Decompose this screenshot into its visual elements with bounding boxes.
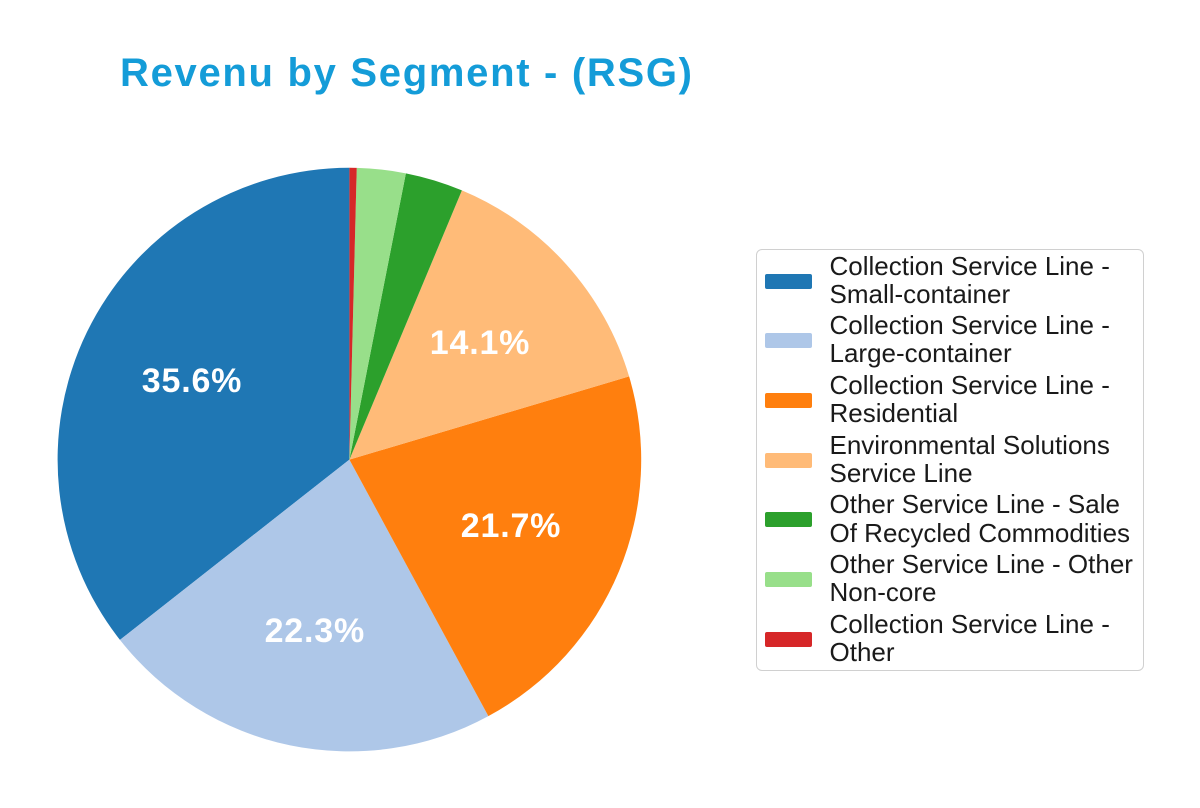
- svg-text:35.6%: 35.6%: [142, 362, 242, 400]
- svg-text:14.1%: 14.1%: [430, 324, 530, 362]
- svg-text:21.7%: 21.7%: [461, 507, 561, 545]
- svg-text:22.3%: 22.3%: [265, 612, 365, 650]
